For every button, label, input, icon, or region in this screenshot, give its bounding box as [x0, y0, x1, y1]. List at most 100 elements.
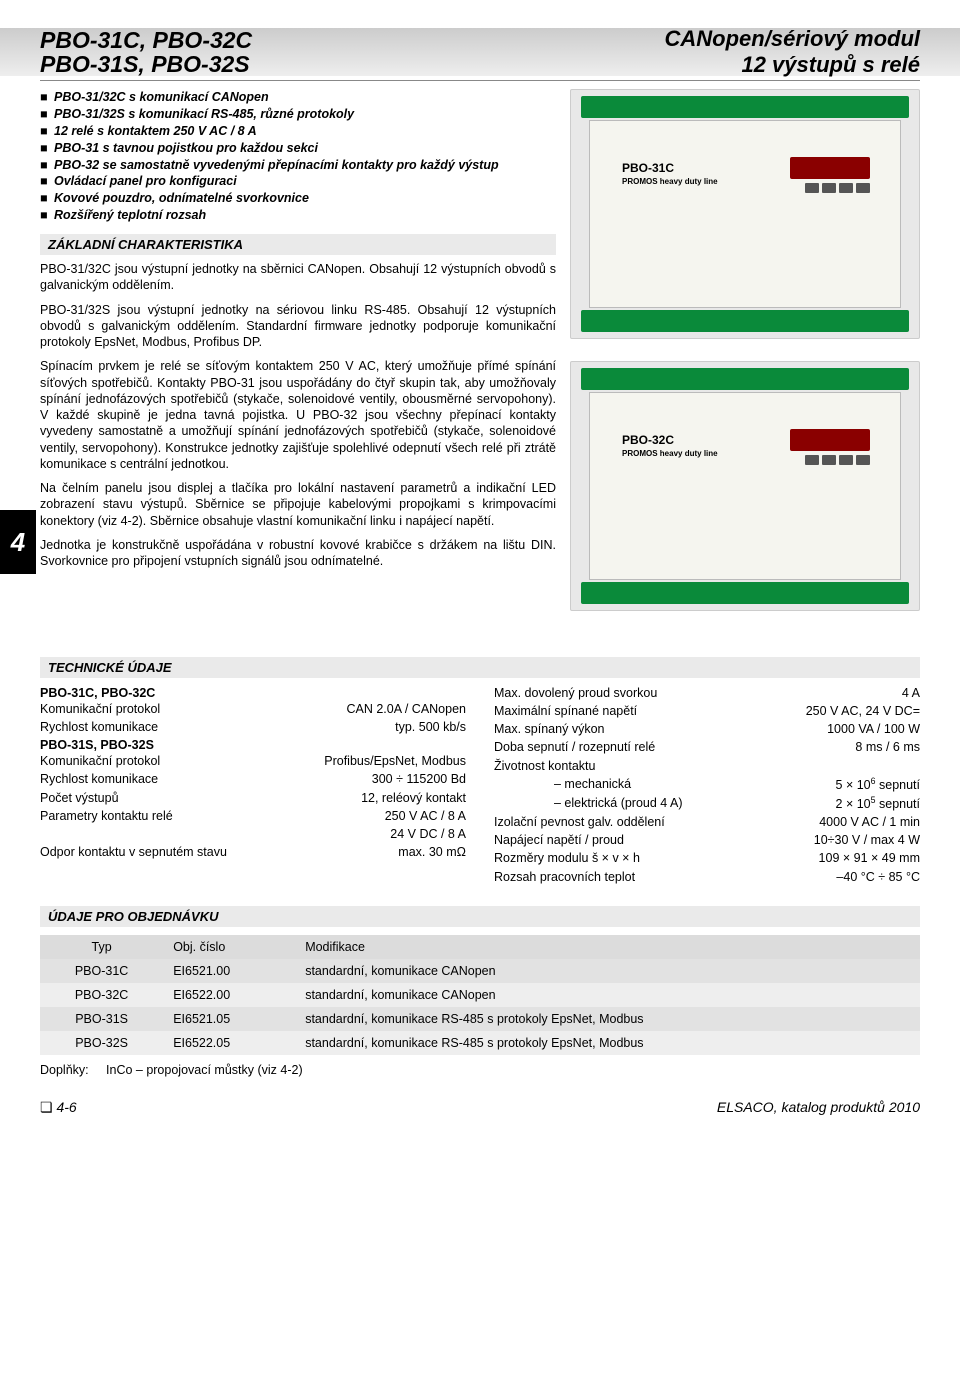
cell: standardní, komunikace CANopen [295, 959, 920, 983]
table-header: Typ Obj. číslo Modifikace [40, 935, 920, 959]
cell: PBO-31C [40, 959, 163, 983]
bullet: PBO-31/32S s komunikací RS-485, různé pr… [40, 106, 556, 123]
spec-label: Doba sepnutí / rozepnutí relé [494, 738, 655, 756]
header-bar: PBO-31C, PBO-32C PBO-31S, PBO-32S CANope… [0, 28, 960, 76]
paragraph: PBO-31/32S jsou výstupní jednotky na sér… [40, 302, 556, 351]
cell: EI6522.00 [163, 983, 295, 1007]
spec-label: Parametry kontaktu relé [40, 807, 173, 825]
spec-value: –40 °C ÷ 85 °C [836, 868, 920, 886]
spec-label: Počet výstupů [40, 789, 119, 807]
spec-label: Komunikační protokol [40, 752, 160, 770]
spec-value: CAN 2.0A / CANopen [346, 700, 466, 718]
title-right: CANopen/sériový modul 12 výstupů s relé [480, 26, 920, 78]
section-tech: TECHNICKÉ ÚDAJE [40, 657, 920, 678]
spec-label: Rychlost komunikace [40, 718, 158, 736]
spec-label: Rychlost komunikace [40, 770, 158, 788]
cell: EI6521.00 [163, 959, 295, 983]
section-order: ÚDAJE PRO OBJEDNÁVKU [40, 906, 920, 927]
spec-label: Rozsah pracovních teplot [494, 868, 635, 886]
spec-label: Životnost kontaktu [494, 757, 595, 775]
cell: standardní, komunikace RS-485 s protokol… [295, 1007, 920, 1031]
spec-value: 12, reléový kontakt [361, 789, 466, 807]
title-left: PBO-31C, PBO-32C PBO-31S, PBO-32S [40, 28, 480, 76]
bullet: PBO-31 s tavnou pojistkou pro každou sek… [40, 140, 556, 157]
device-photo-2: PBO-32C PROMOS heavy duty line [570, 361, 920, 611]
spec-label: Napájecí napětí / proud [494, 831, 624, 849]
spec-value: 10÷30 V / max 4 W [814, 831, 920, 849]
spec-label: Max. dovolený proud svorkou [494, 684, 657, 702]
cell: standardní, komunikace RS-485 s protokol… [295, 1031, 920, 1055]
spec-value: Profibus/EpsNet, Modbus [324, 752, 466, 770]
tech-col-right: Max. dovolený proud svorkou 4 A Maximální… [494, 684, 920, 886]
spec-value: 4000 V AC / 1 min [819, 813, 920, 831]
spec-value: 1000 VA / 100 W [827, 720, 920, 738]
spec-label: Komunikační protokol [40, 700, 160, 718]
text-column: PBO-31/32C s komunikací CANopen PBO-31/3… [40, 89, 556, 633]
table-row: PBO-32CEI6522.00standardní, komunikace C… [40, 983, 920, 1007]
col-mod: Modifikace [295, 935, 920, 959]
spec-label: – mechanická [554, 775, 631, 794]
paragraph: Na čelním panelu jsou displej a tlačíka … [40, 480, 556, 529]
subtitle-l1: CANopen/sériový modul [665, 26, 920, 51]
image-column: PBO-31C PROMOS heavy duty line PBO-32C P… [570, 89, 920, 633]
spec-value: 250 V AC, 24 V DC= [806, 702, 920, 720]
spec-label: Rozměry modulu š × v × h [494, 849, 640, 867]
spec-label: Maximální spínané napětí [494, 702, 637, 720]
line: heavy duty line [660, 449, 718, 458]
feature-bullets: PBO-31/32C s komunikací CANopen PBO-31/3… [40, 89, 556, 224]
spec-value: 4 A [902, 684, 920, 702]
line: heavy duty line [660, 177, 718, 186]
col-code: Obj. číslo [163, 935, 295, 959]
tech-subhead: PBO-31S, PBO-32S [40, 738, 466, 752]
bullet: PBO-32 se samostatně vyvedenými přepínac… [40, 157, 556, 174]
spec-value: 8 ms / 6 ms [855, 738, 920, 756]
footer: 4-6 ELSACO, katalog produktů 2010 [40, 1099, 920, 1116]
section-basic: ZÁKLADNÍ CHARAKTERISTIKA [40, 234, 556, 255]
bullet: 12 relé s kontaktem 250 V AC / 8 A [40, 123, 556, 140]
spec-value: 250 V AC / 8 A [385, 807, 466, 825]
chapter-tab: 4 [0, 510, 36, 574]
device-label: PBO-32C [622, 433, 674, 447]
cell: standardní, komunikace CANopen [295, 983, 920, 1007]
brand: PROMOS [622, 449, 658, 458]
bullet: Ovládací panel pro konfiguraci [40, 173, 556, 190]
addons-label: Doplňky: [40, 1063, 89, 1077]
paragraph: Jednotka je konstrukčně uspořádána v rob… [40, 537, 556, 570]
tech-section: TECHNICKÉ ÚDAJE PBO-31C, PBO-32C Komunik… [40, 657, 920, 886]
spec-label: Max. spínaný výkon [494, 720, 604, 738]
table-row: PBO-31CEI6521.00standardní, komunikace C… [40, 959, 920, 983]
spec-label: Odpor kontaktu v sepnutém stavu [40, 843, 227, 861]
spec-label: – elektrická (proud 4 A) [554, 794, 683, 813]
paragraph: Spínacím prvkem je relé se síťovým konta… [40, 358, 556, 472]
spec-value: 2 × 105 sepnutí [836, 794, 920, 813]
bullet: Rozšířený teplotní rozsah [40, 207, 556, 224]
footer-catalog: ELSACO, katalog produktů 2010 [717, 1099, 920, 1115]
spec-label: Izolační pevnost galv. oddělení [494, 813, 665, 831]
brand: PROMOS [622, 177, 658, 186]
subtitle-l2: 12 výstupů s relé [741, 52, 920, 77]
spec-value: max. 30 mΩ [398, 843, 466, 861]
panel-buttons [805, 455, 870, 465]
cell: EI6521.05 [163, 1007, 295, 1031]
cell: PBO-31S [40, 1007, 163, 1031]
tech-subhead: PBO-31C, PBO-32C [40, 686, 466, 700]
table-row: PBO-32SEI6522.05standardní, komunikace R… [40, 1031, 920, 1055]
spec-value: 24 V DC / 8 A [390, 825, 466, 843]
paragraph: PBO-31/32C jsou výstupní jednotky na sbě… [40, 261, 556, 294]
order-table: Typ Obj. číslo Modifikace PBO-31CEI6521.… [40, 935, 920, 1055]
bullet: Kovové pouzdro, odnímatelné svorkovnice [40, 190, 556, 207]
col-type: Typ [40, 935, 163, 959]
table-row: PBO-31SEI6521.05standardní, komunikace R… [40, 1007, 920, 1031]
spec-value: 5 × 106 sepnutí [836, 775, 920, 794]
order-section: ÚDAJE PRO OBJEDNÁVKU Typ Obj. číslo Modi… [40, 906, 920, 1077]
panel-buttons [805, 183, 870, 193]
bullet: PBO-31/32C s komunikací CANopen [40, 89, 556, 106]
page-number: 4-6 [40, 1099, 77, 1116]
addons-row: Doplňky: InCo – propojovací můstky (viz … [40, 1063, 920, 1077]
led-display [790, 429, 870, 451]
addons-value: InCo – propojovací můstky (viz 4-2) [106, 1063, 303, 1077]
device-label: PBO-31C [622, 161, 674, 175]
spec-value: 300 ÷ 115200 Bd [372, 770, 466, 788]
title-l2: PBO-31S, PBO-32S [40, 51, 250, 77]
cell: PBO-32C [40, 983, 163, 1007]
